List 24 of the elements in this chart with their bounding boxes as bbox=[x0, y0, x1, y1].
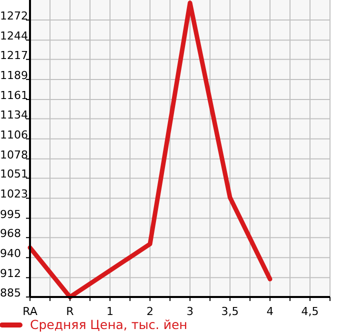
y-tick-label: 1161 bbox=[0, 88, 28, 102]
x-tick-label: RA bbox=[22, 305, 38, 318]
x-tick-label: 3 bbox=[186, 305, 194, 318]
y-tick-label: 1134 bbox=[0, 108, 28, 122]
y-tick-label: 1078 bbox=[0, 148, 28, 162]
y-tick-label: 885 bbox=[0, 286, 21, 300]
x-tick-label: 2 bbox=[146, 305, 154, 318]
x-tick-label: 1 bbox=[106, 305, 114, 318]
y-tick-label: 1244 bbox=[0, 30, 28, 43]
y-tick-label: 1051 bbox=[0, 168, 28, 181]
x-tick-label: 3,5 bbox=[221, 305, 239, 318]
y-tick-label: 940 bbox=[0, 247, 21, 260]
x-tick-label: 4,5 bbox=[301, 305, 319, 318]
y-tick-label: 912 bbox=[0, 267, 21, 280]
x-tick-label: R bbox=[66, 305, 74, 318]
y-tick-label: 1217 bbox=[0, 48, 28, 62]
y-tick-label: 1023 bbox=[0, 188, 28, 201]
y-tick-label: 995 bbox=[0, 208, 21, 221]
y-tick-label: 968 bbox=[0, 227, 21, 240]
x-tick-label: 4 bbox=[266, 305, 274, 318]
y-tick-label: 1189 bbox=[0, 68, 28, 82]
y-tick-label: 1106 bbox=[0, 128, 28, 142]
y-tick-label: 1272 bbox=[0, 10, 28, 23]
legend-label: Средняя Цена, тыс. йен bbox=[30, 317, 188, 332]
